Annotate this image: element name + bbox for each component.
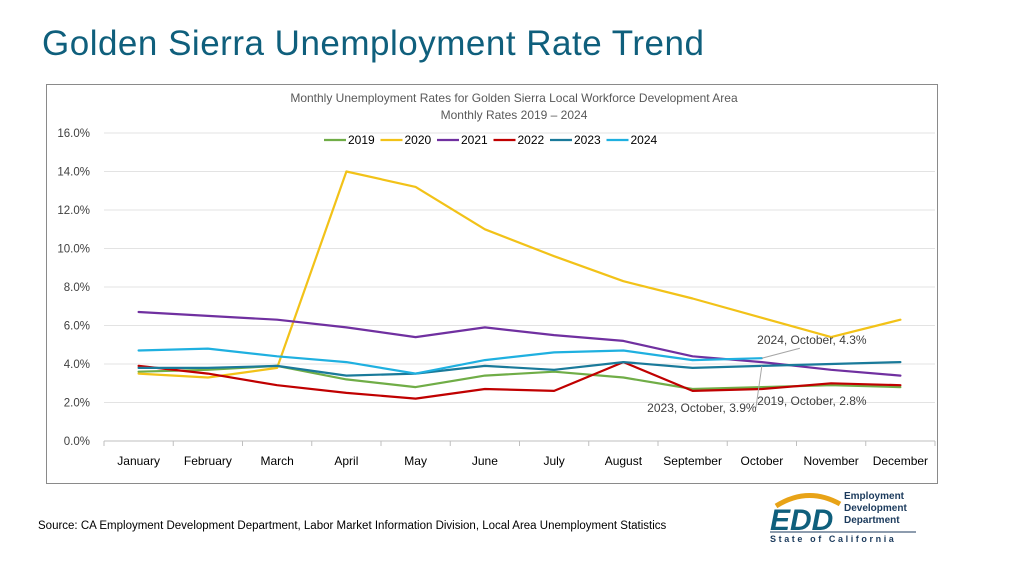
y-tick-label: 14.0% [57, 167, 90, 179]
x-tick-label: September [663, 454, 722, 468]
x-axis: January February March April May June July Augu… [103, 441, 936, 468]
chart-title: Monthly Unemployment Rates for Golden Si… [290, 91, 738, 105]
chart-subtitle: Monthly Rates 2019 – 2024 [441, 108, 588, 122]
annotations: 2024, October, 4.3% 2019, October, 2.8%20… [647, 333, 867, 415]
x-tick-label: October [741, 454, 784, 468]
legend-label-2020: 2020 [405, 133, 432, 147]
legend-label-2022: 2022 [518, 133, 545, 147]
annotation-leader [761, 347, 801, 359]
chart-frame: Monthly Unemployment Rates for Golden Si… [46, 84, 938, 484]
x-tick-label: November [803, 454, 858, 468]
y-tick-label: 12.0% [57, 205, 90, 217]
x-tick-label: July [543, 454, 564, 468]
legend-label-2021: 2021 [461, 133, 488, 147]
annotation-label: 2019, October, 2.8% [757, 394, 867, 408]
slide-title: Golden Sierra Unemployment Rate Trend [42, 24, 705, 63]
y-tick-label: 0.0% [64, 436, 90, 448]
x-tick-label: May [404, 454, 427, 468]
logo-arc-icon [774, 493, 842, 509]
y-tick-label: 2.0% [64, 398, 90, 410]
series-line-2022 [137, 361, 902, 400]
x-tick-label: December [873, 454, 928, 468]
annotation-label: 2023, October, 3.9% [647, 401, 757, 415]
x-tick-label: February [184, 454, 232, 468]
series-line-2024 [137, 347, 763, 375]
x-tick-label: March [260, 454, 293, 468]
x-tick-label: August [605, 454, 643, 468]
y-tick-label: 16.0% [57, 128, 90, 140]
annotation-leader [755, 365, 763, 408]
series-line-2023 [137, 361, 902, 377]
legend-label-2024: 2024 [631, 133, 658, 147]
series-lines [137, 170, 902, 400]
edd-logo: EDD Employment Development Department St… [770, 491, 916, 544]
annotation-label: 2024, October, 4.3% [757, 333, 867, 347]
line-chart: Monthly Unemployment Rates for Golden Si… [57, 91, 936, 468]
gridlines [104, 132, 935, 442]
series-line-2019 [137, 364, 902, 391]
y-tick-label: 6.0% [64, 321, 90, 333]
logo-tagline: State of California [770, 534, 896, 544]
logo-line1: Employment [844, 491, 905, 502]
legend-label-2023: 2023 [574, 133, 601, 147]
series-line-2020 [137, 170, 902, 379]
source-note: Source: CA Employment Development Depart… [38, 520, 667, 532]
x-tick-label: June [472, 454, 498, 468]
legend-label-2019: 2019 [348, 133, 375, 147]
logo-line3: Department [844, 515, 900, 526]
x-tick-label: April [334, 454, 358, 468]
logo-line2: Development [844, 503, 907, 514]
y-tick-label: 8.0% [64, 282, 90, 294]
y-axis: 0.0% 2.0% 4.0% 6.0% 8.0% 10.0% 12.0% 14.0% 16.0% [57, 128, 90, 448]
x-tick-label: January [117, 454, 160, 468]
y-tick-label: 10.0% [57, 244, 90, 256]
y-tick-label: 4.0% [64, 359, 90, 371]
series-line-2021 [137, 310, 902, 377]
legend: 2019 2020 2021 2022 2023 2024 [324, 133, 658, 147]
